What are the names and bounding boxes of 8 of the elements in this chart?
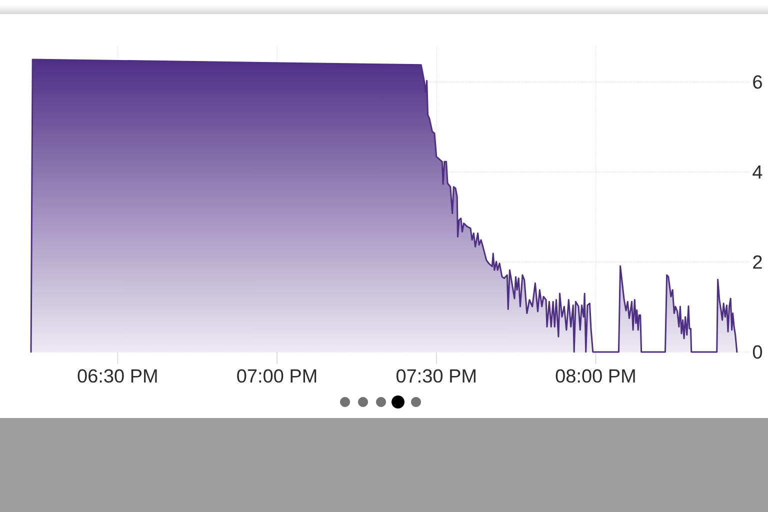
y-tick-label: 2 (753, 255, 762, 269)
y-tick-label: 0 (752, 345, 762, 359)
y-tick-label: 6 (753, 75, 762, 89)
x-tick-label: 07:00 PM (237, 369, 316, 383)
x-tick-label: 07:30 PM (396, 369, 476, 383)
x-tick-label: 06:30 PM (78, 369, 157, 383)
x-tick-label: 08:00 PM (556, 369, 635, 383)
y-tick-label: 4 (752, 165, 762, 179)
